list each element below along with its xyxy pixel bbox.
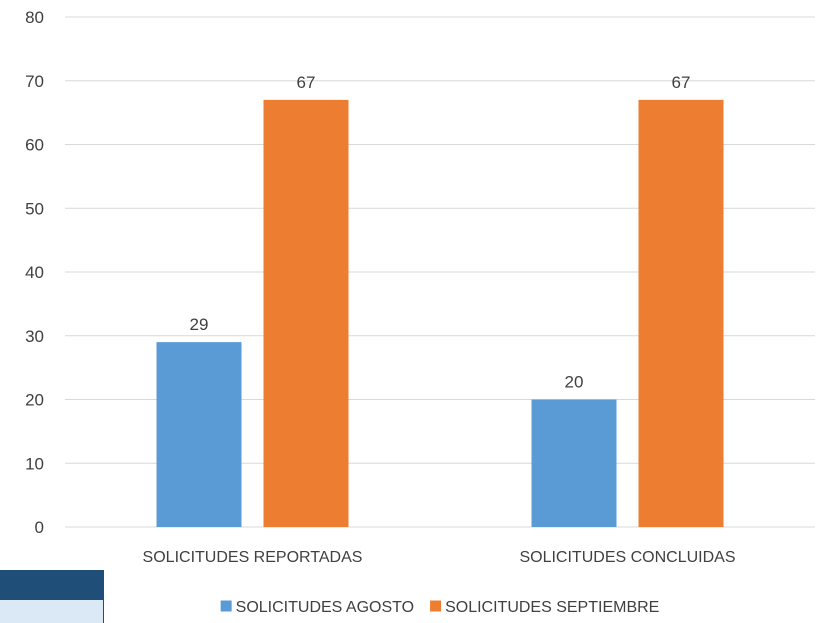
y-tick-label: 10 [25,454,44,473]
y-tick-label: 0 [35,518,44,537]
data-label: 67 [672,73,691,92]
y-tick-label: 60 [25,136,44,155]
legend-label: SOLICITUDES AGOSTO [236,599,414,616]
x-category-label: SOLICITUDES CONCLUIDAS [519,549,735,566]
corner-cell [0,600,104,623]
y-tick-label: 30 [25,327,44,346]
legend-swatch [220,600,232,612]
bar [531,399,617,527]
data-label: 67 [297,73,316,92]
bar [156,342,242,527]
y-axis-ticks: 0 10 20 30 40 50 60 70 80 [25,8,44,537]
y-tick-label: 80 [25,8,44,27]
bar [638,99,724,527]
y-tick-label: 70 [25,72,44,91]
data-label: 20 [565,373,584,392]
legend-swatch [430,600,442,612]
bars [156,99,724,527]
y-tick-label: 20 [25,391,44,410]
data-label: 29 [190,315,209,334]
x-category-label: SOLICITUDES REPORTADAS [143,549,363,566]
x-axis-categories: SOLICITUDES REPORTADAS SOLICITUDES CONCLU… [143,549,736,566]
y-tick-label: 40 [25,263,44,282]
data-labels: 29 67 20 67 [190,73,691,392]
corner-header-bar [0,570,104,600]
bar [263,99,349,527]
legend-label: SOLICITUDES SEPTIEMBRE [445,599,659,616]
legend: SOLICITUDES AGOSTO SOLICITUDES SEPTIEMBRE [220,599,659,616]
y-tick-label: 50 [25,199,44,218]
